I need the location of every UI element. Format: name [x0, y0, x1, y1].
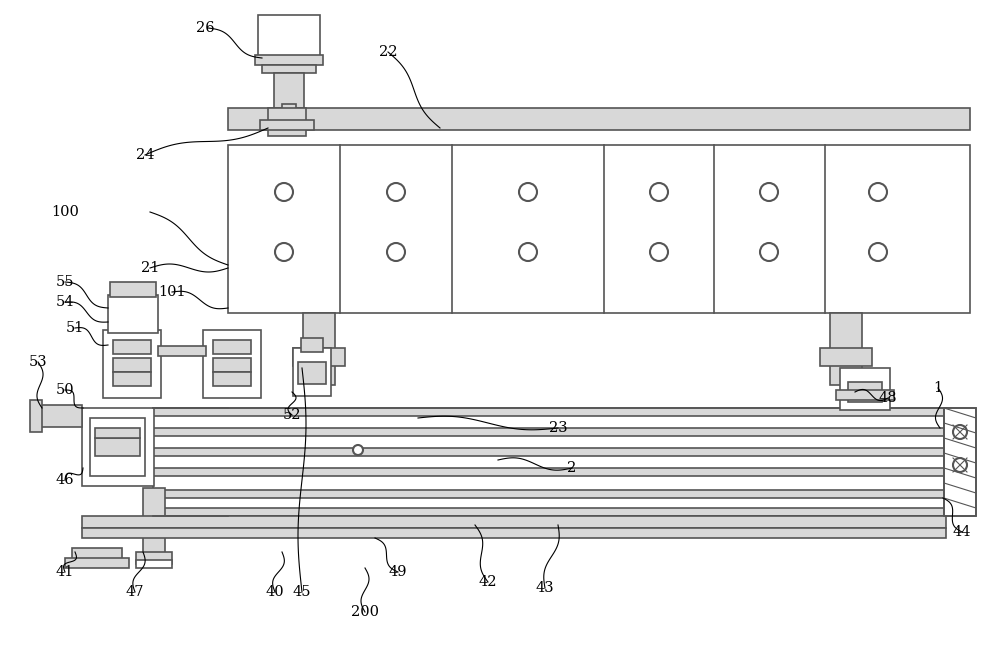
Bar: [113, 340, 151, 354]
Bar: [153, 468, 946, 476]
Bar: [258, 15, 320, 57]
Text: 46: 46: [56, 473, 74, 487]
Bar: [136, 552, 172, 564]
Text: 40: 40: [266, 585, 284, 599]
Text: 50: 50: [56, 383, 74, 397]
Circle shape: [869, 183, 887, 201]
Circle shape: [275, 183, 293, 201]
Bar: [260, 120, 314, 130]
Bar: [108, 295, 158, 333]
Circle shape: [953, 458, 967, 472]
Text: 52: 52: [283, 408, 301, 422]
Bar: [95, 428, 140, 438]
Text: 49: 49: [389, 565, 407, 579]
Bar: [228, 145, 970, 313]
Bar: [836, 390, 894, 400]
Text: 42: 42: [479, 575, 497, 589]
Bar: [90, 418, 145, 476]
Bar: [153, 408, 946, 516]
Bar: [213, 372, 251, 386]
Text: 43: 43: [536, 581, 554, 595]
Text: 54: 54: [56, 295, 74, 309]
Bar: [293, 348, 331, 396]
Bar: [110, 282, 156, 297]
Bar: [153, 508, 946, 516]
Bar: [95, 438, 140, 456]
Bar: [298, 362, 326, 384]
Text: 44: 44: [953, 525, 971, 539]
Circle shape: [650, 183, 668, 201]
Circle shape: [387, 183, 405, 201]
Bar: [848, 382, 882, 402]
Bar: [262, 65, 316, 73]
Bar: [158, 346, 206, 356]
Bar: [944, 408, 976, 516]
Bar: [143, 488, 165, 566]
Bar: [301, 338, 323, 352]
Bar: [153, 490, 946, 498]
Text: 100: 100: [51, 205, 79, 219]
Bar: [840, 368, 890, 410]
Circle shape: [650, 243, 668, 261]
Text: 55: 55: [56, 275, 74, 289]
Bar: [38, 405, 82, 427]
Text: 23: 23: [549, 421, 567, 435]
Text: 101: 101: [158, 285, 186, 299]
Bar: [113, 358, 151, 372]
Bar: [830, 313, 862, 385]
Circle shape: [519, 243, 537, 261]
Text: 2: 2: [567, 461, 577, 475]
Bar: [268, 108, 306, 136]
Text: 45: 45: [293, 585, 311, 599]
Bar: [274, 73, 304, 108]
Bar: [153, 428, 946, 436]
Bar: [30, 400, 42, 432]
Bar: [213, 358, 251, 372]
Text: 200: 200: [351, 605, 379, 619]
Bar: [228, 108, 970, 130]
Circle shape: [760, 243, 778, 261]
Text: 1: 1: [933, 381, 943, 395]
Bar: [213, 340, 251, 354]
Bar: [82, 516, 946, 528]
Bar: [103, 330, 161, 398]
Text: 47: 47: [126, 585, 144, 599]
Bar: [944, 408, 976, 516]
Circle shape: [387, 243, 405, 261]
Bar: [113, 372, 151, 386]
Bar: [65, 558, 129, 568]
Circle shape: [519, 183, 537, 201]
Bar: [820, 348, 872, 366]
Bar: [72, 548, 122, 566]
Bar: [255, 55, 323, 65]
Bar: [282, 104, 296, 112]
Text: 48: 48: [879, 391, 897, 405]
Bar: [203, 330, 261, 398]
Circle shape: [275, 243, 293, 261]
Text: 22: 22: [379, 45, 397, 59]
Circle shape: [760, 183, 778, 201]
Bar: [82, 528, 946, 538]
Text: 51: 51: [66, 321, 84, 335]
Text: 24: 24: [136, 148, 154, 162]
Text: 53: 53: [29, 355, 47, 369]
Bar: [136, 560, 172, 568]
Bar: [82, 408, 154, 486]
Circle shape: [953, 425, 967, 439]
Circle shape: [869, 243, 887, 261]
Text: 41: 41: [56, 565, 74, 579]
Text: 26: 26: [196, 21, 214, 35]
Bar: [153, 448, 946, 456]
Bar: [153, 408, 946, 416]
Circle shape: [353, 445, 363, 455]
Bar: [293, 348, 345, 366]
Bar: [303, 313, 335, 385]
Text: 21: 21: [141, 261, 159, 275]
